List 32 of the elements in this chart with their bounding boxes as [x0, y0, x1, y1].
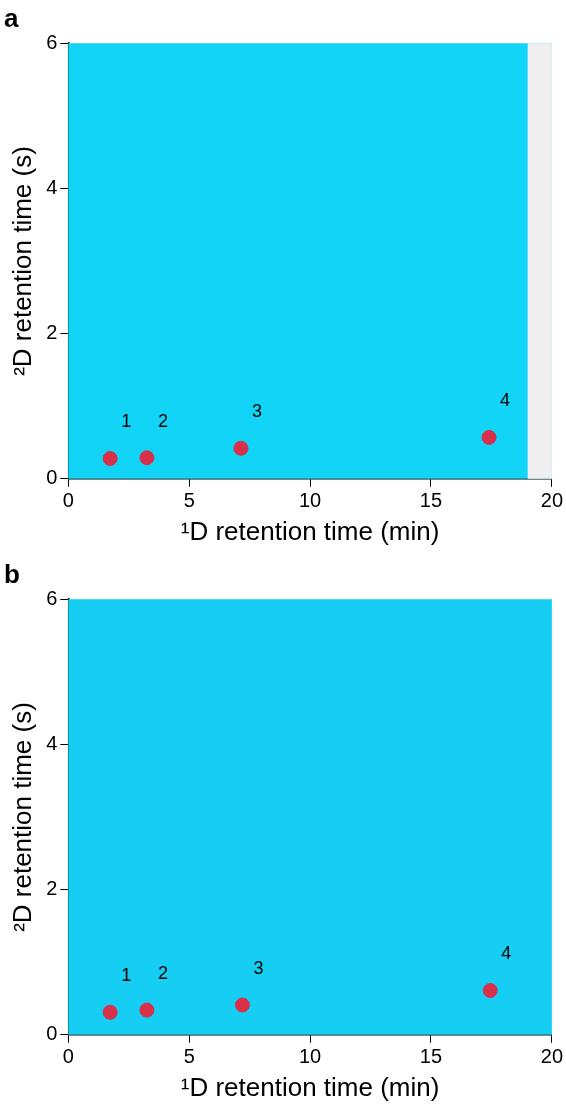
annotation: 4	[501, 943, 512, 964]
x-tick-label: 5	[183, 1045, 195, 1068]
annotation: 1	[121, 965, 132, 986]
y-tick-label: 6	[46, 30, 58, 53]
y-tick-label: 0	[46, 466, 58, 489]
y-tick-label: 0	[46, 1022, 58, 1045]
annotation: 2	[157, 410, 168, 431]
x-tick-label: 15	[419, 1045, 443, 1068]
chart-title: b	[4, 558, 20, 589]
x-tick-label: 20	[540, 489, 563, 512]
x-tick-label: 15	[419, 489, 443, 512]
x-tick-label: 0	[62, 1045, 74, 1068]
y-tick-label: 6	[46, 586, 58, 609]
x-tick-label: 10	[298, 489, 322, 512]
y-tick-label: 2	[46, 321, 58, 344]
y-axis-title: ²D retention time (s)	[6, 146, 37, 376]
annotation: 2	[157, 963, 168, 984]
annotation: 1	[121, 411, 132, 432]
x-tick-label: 5	[183, 489, 195, 512]
x-tick-label: 10	[298, 1045, 322, 1068]
y-axis-title: ²D retention time (s)	[6, 702, 37, 932]
y-tick-label: 4	[46, 175, 58, 198]
annotation: 4	[500, 390, 511, 411]
x-axis-title: ¹D retention time (min)	[180, 1071, 440, 1102]
x-axis-title: ¹D retention time (min)	[180, 515, 440, 546]
x-tick-label: 0	[62, 489, 74, 512]
y-tick-label: 4	[46, 731, 58, 754]
y-tick-label: 2	[46, 877, 58, 900]
annotation: 3	[251, 401, 262, 422]
x-tick-label: 20	[540, 1045, 563, 1068]
chart-title: a	[4, 2, 19, 33]
annotation: 3	[253, 958, 264, 978]
